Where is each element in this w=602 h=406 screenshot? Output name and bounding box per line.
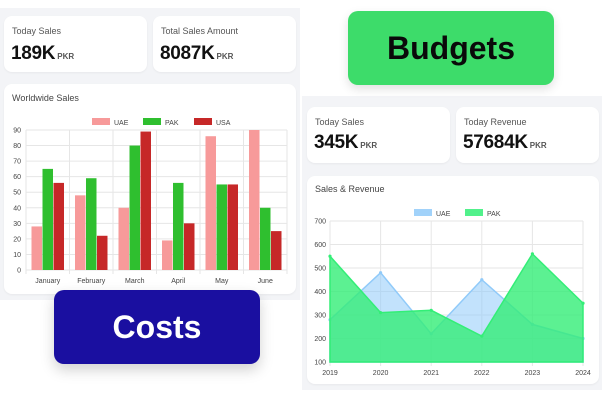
stat-value: 57684K PKR [463,132,547,154]
stat-value: 189K PKR [11,43,74,65]
y-tick-label: 0 [17,268,21,275]
x-tick-label: 2023 [525,370,541,377]
bar-usa-march [140,131,151,270]
bar-usa-april [184,223,195,270]
point-uae-2022 [480,278,484,282]
stat-number: 345K [314,132,359,153]
costs-label: Costs [112,308,202,345]
legend-label-usa: USA [216,120,231,127]
legend-swatch-uae [414,209,432,216]
bar-uae-april [162,240,173,270]
stat-number: 57684K [463,132,528,153]
bar-usa-june [271,231,282,270]
legend-swatch-pak [465,209,483,216]
stat-label: Today Revenue [464,117,527,127]
y-tick-label: 70 [13,159,21,166]
chart-title: Worldwide Sales [12,93,79,103]
point-pak-2023 [530,252,534,256]
y-tick-label: 20 [13,236,21,243]
stat-number: 189K [11,43,56,64]
x-tick-label: April [171,278,185,285]
y-tick-label: 10 [13,252,21,259]
point-pak-2021 [429,308,433,312]
bar-uae-january [31,226,42,270]
x-tick-label: 2022 [474,370,490,377]
x-tick-label: February [77,278,106,285]
stat-label: Today Sales [12,26,62,36]
x-tick-label: March [125,278,145,285]
bar-uae-june [249,130,260,270]
x-tick-label: May [215,278,229,285]
sales-revenue-area-chart: UAE PAK 100 200 300 400 500 600 700 2019 2020 2021 2… [314,209,591,377]
y-tick-label: 200 [314,336,326,343]
y-tick-label: 500 [314,266,326,273]
point-pak-2024 [581,301,585,305]
bar-pak-april [173,182,184,270]
sales-revenue-card: Sales & Revenue UAE PAK 100 200 300 400 500 600… [307,176,599,384]
budgets-label: Budgets [387,29,515,66]
legend-label-uae: UAE [114,120,129,127]
costs-badge: Costs [54,290,260,364]
stat-label: Total Sales Amount [161,26,239,36]
bar-uae-february [75,195,86,270]
bar-usa-february [97,235,108,270]
stat-unit: PKR [57,52,75,61]
point-pak-2022 [480,334,484,338]
bar-uae-march [118,207,129,270]
y-tick-label: 90 [13,128,21,135]
chart-title: Sales & Revenue [315,184,385,194]
total-sales-amount-card: Total Sales Amount 8087K PKR [153,16,296,72]
bar-pak-january [42,168,53,270]
bar-pak-march [129,145,140,270]
y-tick-label: 80 [13,143,21,150]
x-tick-label: 2021 [423,370,439,377]
y-tick-label: 700 [314,219,326,226]
y-tick-label: 300 [314,313,326,320]
stat-unit: PKR [216,52,234,61]
worldwide-sales-bar-chart: UAE PAK USA 0 10 20 30 40 50 60 70 80 90 January Febru… [13,118,288,285]
stat-number: 8087K [160,43,215,64]
bar-uae-may [205,136,216,270]
legend-swatch-usa [194,118,212,125]
today-sales-card: Today Sales 189K PKR [4,16,147,72]
legend-swatch-pak [143,118,161,125]
x-tick-label: 2024 [575,370,591,377]
bar-usa-may [227,184,238,270]
legend-label-pak: PAK [165,120,179,127]
today-revenue-card: Today Revenue 57684K PKR [456,107,599,163]
point-pak-2020 [379,311,383,315]
legend-swatch-uae [92,118,110,125]
stat-unit: PKR [529,141,547,150]
bar-pak-june [260,207,271,270]
today-sales-card-right: Today Sales 345K PKR [307,107,450,163]
stat-label: Today Sales [315,117,365,127]
worldwide-sales-card: Worldwide Sales UAE PAK USA 0 10 20 30 40 50 60 70… [4,84,296,294]
bar-usa-january [53,182,64,270]
legend-label-uae: UAE [436,211,451,218]
stat-value: 345K PKR [314,132,377,154]
y-tick-label: 100 [314,360,326,367]
point-uae-2020 [379,271,383,275]
legend-label-pak: PAK [487,211,501,218]
x-tick-label: June [258,278,273,285]
x-tick-label: 2019 [322,370,338,377]
bar-pak-february [86,178,97,270]
y-tick-label: 50 [13,190,21,197]
stat-value: 8087K PKR [160,43,233,65]
bar-pak-may [216,184,227,270]
x-tick-label: 2020 [373,370,389,377]
point-pak-2019 [328,254,332,258]
y-tick-label: 40 [13,205,21,212]
budgets-badge: Budgets [348,11,554,85]
x-tick-label: January [35,278,60,285]
y-tick-label: 60 [13,174,21,181]
stat-unit: PKR [360,141,378,150]
y-tick-label: 30 [13,221,21,228]
y-tick-label: 600 [314,242,326,249]
y-tick-label: 400 [314,289,326,296]
